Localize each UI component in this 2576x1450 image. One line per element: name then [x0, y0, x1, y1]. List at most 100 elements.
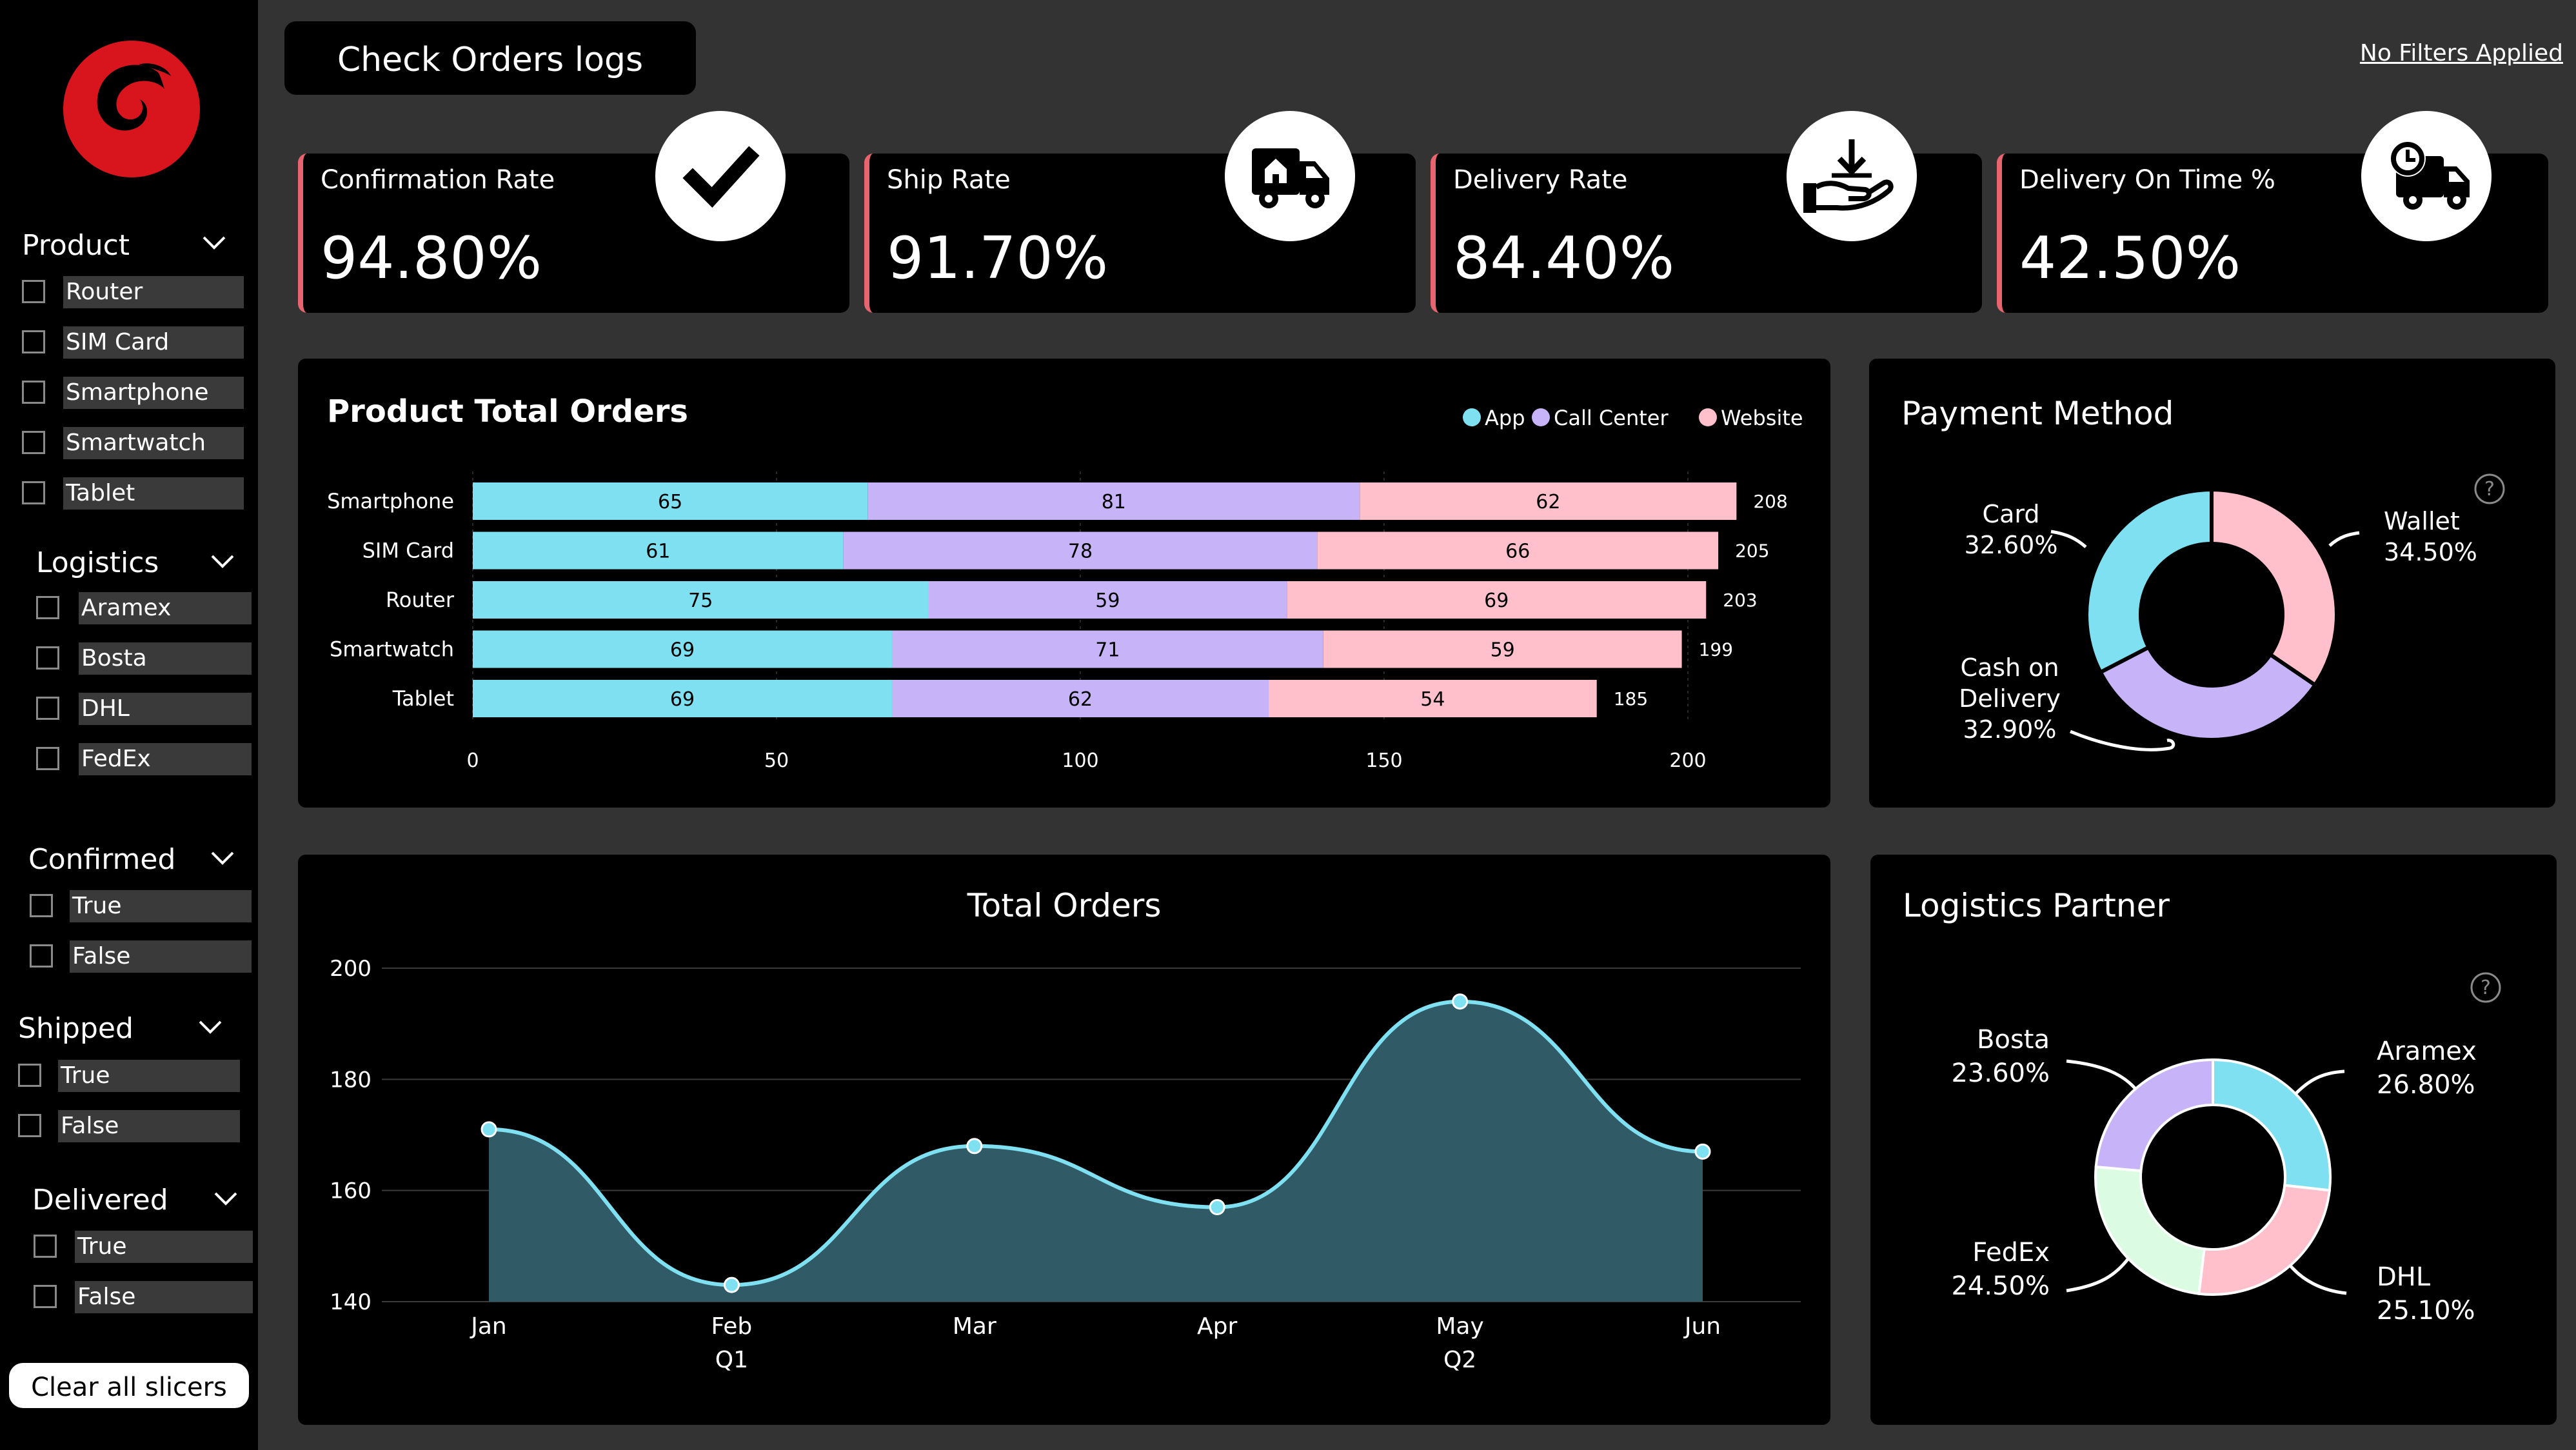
- donut-slice[interactable]: [2210, 487, 2339, 688]
- slicer-item-smartwatch[interactable]: Smartwatch: [22, 427, 244, 459]
- y-category-label: Smartphone: [327, 489, 454, 513]
- slicer-item-aramex[interactable]: Aramex: [36, 592, 252, 624]
- slicer-item-dhl[interactable]: DHL: [36, 693, 252, 725]
- slicer-item-router[interactable]: Router: [22, 276, 244, 308]
- data-point[interactable]: [1209, 1199, 1225, 1216]
- checkbox[interactable]: [30, 944, 53, 968]
- chevron-down-icon[interactable]: [210, 553, 235, 569]
- clear-all-slicers-button[interactable]: Clear all slicers: [9, 1363, 249, 1408]
- slicer-item-confirmed-true[interactable]: True: [30, 890, 252, 922]
- checkbox[interactable]: [22, 481, 45, 504]
- y-tick-label: 200: [330, 956, 372, 982]
- slice-value-label: 24.50%: [1951, 1271, 2050, 1301]
- x-tick-label: 100: [1062, 750, 1098, 772]
- shipped-slicer-title: Shipped: [18, 1012, 134, 1045]
- data-point[interactable]: [966, 1138, 983, 1155]
- checkbox[interactable]: [36, 646, 59, 670]
- bar-segment[interactable]: [867, 482, 1360, 520]
- payment-method-panel: Payment Method ? Wallet 34.50% Cash on Deli…: [1869, 359, 2555, 808]
- help-icon[interactable]: ?: [2469, 971, 2502, 1004]
- slicer-item-delivered-true[interactable]: True: [34, 1231, 255, 1263]
- y-category-label: Router: [386, 588, 455, 612]
- bar-segment[interactable]: [928, 581, 1287, 619]
- slicer-item-fedex[interactable]: FedEx: [36, 743, 252, 775]
- data-point[interactable]: [723, 1276, 740, 1293]
- clock-truck-icon: [2361, 111, 2492, 241]
- checkbox[interactable]: [22, 280, 45, 303]
- bar-segment[interactable]: [473, 630, 892, 668]
- checkbox[interactable]: [22, 330, 45, 353]
- data-point[interactable]: [1452, 993, 1469, 1010]
- leader-line: [2328, 531, 2360, 547]
- donut-slice[interactable]: [2097, 644, 2318, 742]
- bar-segment[interactable]: [1323, 630, 1682, 668]
- bar-segment[interactable]: [891, 630, 1323, 668]
- total-label: 205: [1735, 541, 1769, 562]
- data-point[interactable]: [1694, 1143, 1711, 1160]
- bar-segment[interactable]: [473, 482, 868, 520]
- area-fill: [489, 1001, 1703, 1302]
- donut-slice[interactable]: [2094, 1058, 2214, 1173]
- bar-segment[interactable]: [473, 531, 844, 570]
- no-filters-applied-link[interactable]: No Filters Applied: [2359, 40, 2563, 66]
- x-tick-label: 150: [1365, 750, 1402, 772]
- legend-label: App: [1485, 406, 1525, 430]
- total-label: 208: [1753, 491, 1787, 512]
- bar-segment[interactable]: [1317, 531, 1719, 570]
- slicer-item-shipped-false[interactable]: False: [18, 1110, 240, 1142]
- bar-segment[interactable]: [1287, 581, 1707, 619]
- checkbox[interactable]: [36, 596, 59, 619]
- checkbox[interactable]: [18, 1114, 41, 1137]
- donut-slice[interactable]: [2197, 1184, 2332, 1296]
- chevron-down-icon[interactable]: [201, 235, 227, 250]
- bar-segment[interactable]: [473, 680, 892, 717]
- slicer-item-bosta[interactable]: Bosta: [36, 642, 252, 675]
- bar-segment[interactable]: [473, 581, 929, 619]
- slicer-item-delivered-false[interactable]: False: [34, 1281, 255, 1313]
- bar-segment[interactable]: [1360, 482, 1737, 520]
- checkbox[interactable]: [22, 431, 45, 454]
- x-tick-label: Feb: [711, 1313, 753, 1340]
- chart-title: Total Orders: [967, 887, 1162, 924]
- slice-label: Bosta: [1977, 1025, 2050, 1055]
- checkbox[interactable]: [34, 1235, 57, 1258]
- slicer-item-smartphone[interactable]: Smartphone: [22, 377, 244, 409]
- donut-slice[interactable]: [2094, 1165, 2206, 1295]
- kpi-label: Ship Rate: [887, 165, 1011, 195]
- kpi-value: 94.80%: [321, 224, 542, 292]
- donut-slice[interactable]: [2212, 1058, 2332, 1192]
- check-orders-logs-button[interactable]: Check Orders logs: [284, 21, 696, 95]
- data-point[interactable]: [481, 1121, 497, 1138]
- chevron-down-icon[interactable]: [213, 1191, 239, 1206]
- donut-slice[interactable]: [2085, 487, 2214, 675]
- stacked-bar-chart: 0 50 100 150 200 Smartphone 65 81 62 208 SIM Card 6…: [327, 472, 1788, 772]
- data-label: 65: [658, 491, 682, 513]
- logistics-partner-panel: Logistics Partner ? Aramex 26.80% DHL 25.10…: [1870, 855, 2557, 1425]
- chart-title: Payment Method: [1901, 395, 2174, 432]
- slice-value-label: 26.80%: [2377, 1070, 2475, 1100]
- slice-label: Wallet: [2384, 507, 2460, 535]
- slicer-item-shipped-true[interactable]: True: [18, 1060, 240, 1092]
- checkbox[interactable]: [22, 381, 45, 404]
- checkbox[interactable]: [34, 1285, 57, 1308]
- leader-line: [2070, 730, 2175, 751]
- kpi-value: 91.70%: [887, 224, 1109, 292]
- chevron-down-icon[interactable]: [210, 850, 235, 866]
- checkbox[interactable]: [36, 747, 59, 770]
- bar-segment[interactable]: [1269, 680, 1597, 717]
- chevron-down-icon[interactable]: [197, 1019, 223, 1035]
- checkbox[interactable]: [18, 1064, 41, 1087]
- data-label: 69: [670, 639, 695, 662]
- help-icon[interactable]: ?: [2473, 472, 2506, 506]
- slicer-item-sim-card[interactable]: SIM Card: [22, 326, 244, 359]
- x-tick-label: Jan: [470, 1313, 507, 1340]
- slicer-item-confirmed-false[interactable]: False: [30, 940, 252, 973]
- x-group-label: Q1: [715, 1347, 748, 1373]
- bar-segment[interactable]: [843, 531, 1318, 570]
- slicer-item-tablet[interactable]: Tablet: [22, 477, 244, 510]
- bar-segment[interactable]: [891, 680, 1269, 717]
- checkbox[interactable]: [30, 894, 53, 917]
- data-label: 59: [1491, 639, 1515, 662]
- checkbox[interactable]: [36, 697, 59, 720]
